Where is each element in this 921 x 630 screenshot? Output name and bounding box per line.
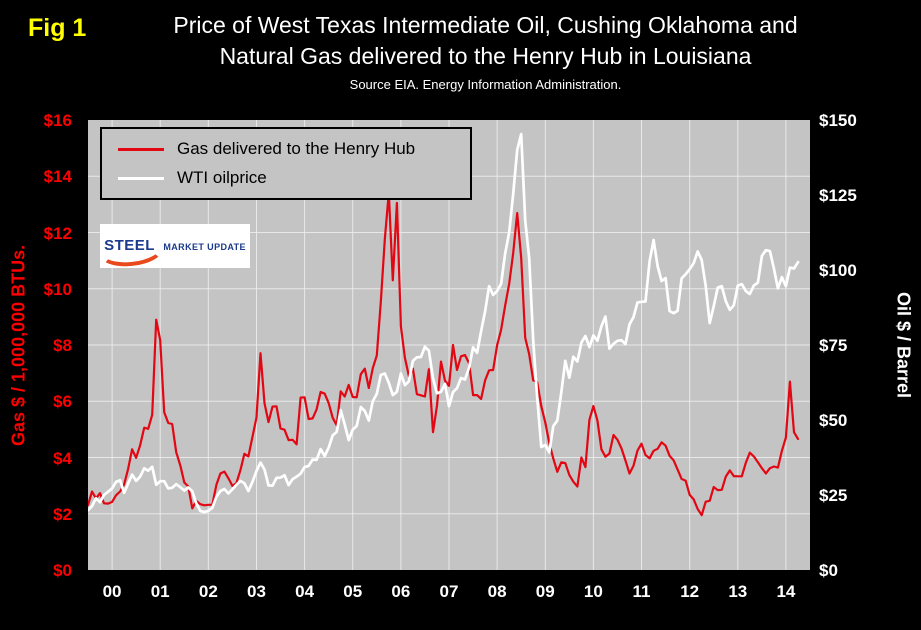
x-axis-tick: 01 [150, 582, 170, 601]
right-axis-tick: $50 [819, 411, 848, 430]
x-axis-tick: 06 [391, 582, 411, 601]
chart-legend: Gas delivered to the Henry Hub WTI oilpr… [100, 127, 472, 200]
x-axis-tick: 10 [583, 582, 603, 601]
right-axis-tick: $150 [819, 111, 857, 130]
right-axis-tick: $0 [819, 561, 838, 580]
x-axis-tick: 07 [439, 582, 459, 601]
x-axis-tick: 02 [198, 582, 218, 601]
oil-line-swatch-icon [118, 176, 164, 180]
wti-price-line [88, 132, 800, 514]
legend-label-gas: Gas delivered to the Henry Hub [177, 139, 416, 158]
chart-title-line2: Natural Gas delivered to the Henry Hub i… [219, 43, 752, 69]
logo-text-primary: STEEL [104, 237, 155, 254]
chart-title-line1: Price of West Texas Intermediate Oil, Cu… [173, 12, 798, 38]
right-axis-tick: $25 [819, 486, 848, 505]
right-axis-title: Oil $ / Barrel [893, 291, 914, 399]
logo-text-secondary: MARKET UPDATE [163, 242, 246, 252]
gas-line-swatch-icon [118, 147, 164, 151]
left-axis-title: Gas $ / 1,000,000 BTUs. [8, 244, 29, 446]
x-axis-tick: 14 [776, 582, 796, 601]
legend-item-oil: WTI oilprice [118, 168, 454, 188]
steel-market-update-logo: STEEL MARKET UPDATE [100, 224, 250, 268]
x-axis-tick: 13 [728, 582, 748, 601]
x-axis-tick: 03 [246, 582, 266, 601]
right-axis-tick: $100 [819, 261, 857, 280]
chart-source-subtitle: Source EIA. Energy Information Administr… [349, 77, 622, 92]
right-axis-tick: $75 [819, 336, 848, 355]
x-axis-tick: 12 [680, 582, 700, 601]
x-axis-tick: 11 [632, 582, 651, 601]
x-axis-tick: 04 [295, 582, 315, 601]
right-axis-tick: $125 [819, 186, 857, 205]
x-axis-tick: 08 [487, 582, 507, 601]
legend-item-gas: Gas delivered to the Henry Hub [118, 139, 454, 159]
x-axis-tick: 09 [535, 582, 555, 601]
gas-price-line [88, 191, 800, 517]
x-axis-tick: 00 [102, 582, 122, 601]
legend-label-oil: WTI oilprice [177, 168, 267, 187]
chart-title-block: Price of West Texas Intermediate Oil, Cu… [70, 10, 901, 92]
figure-number-label: Fig 1 [28, 14, 87, 42]
x-axis-tick: 05 [343, 582, 363, 601]
